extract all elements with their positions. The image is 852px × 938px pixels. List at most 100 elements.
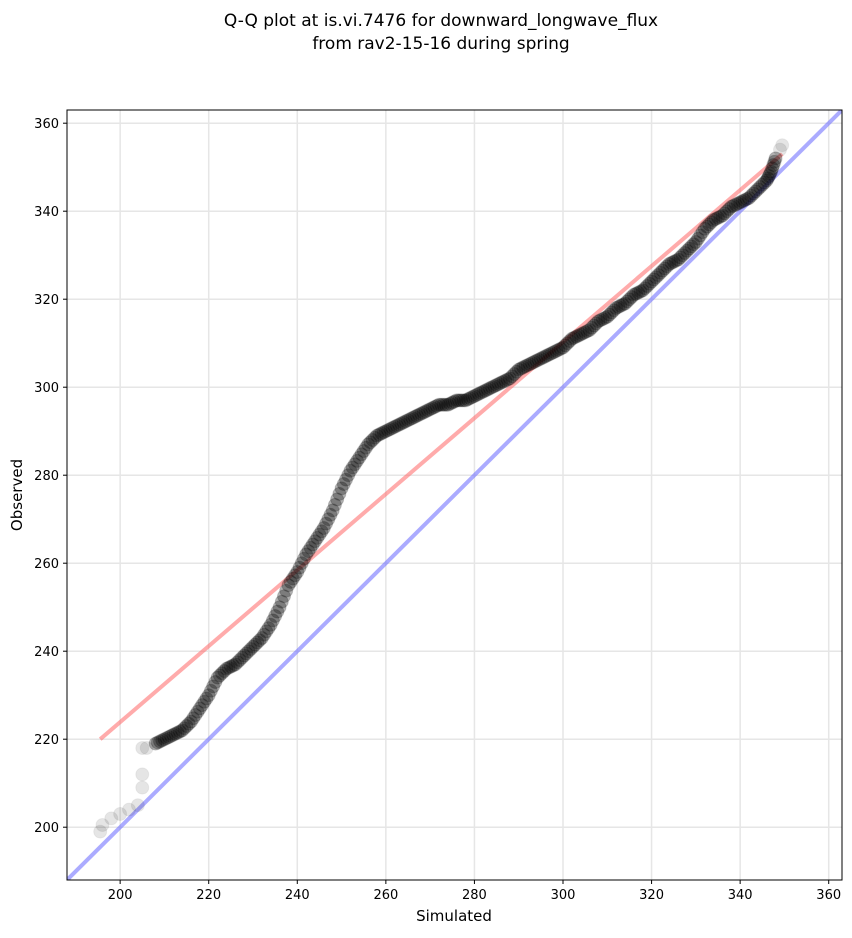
data-point xyxy=(753,180,768,194)
data-point xyxy=(635,283,650,298)
data-point xyxy=(715,208,730,223)
data-point xyxy=(735,194,750,209)
data-point xyxy=(325,503,340,518)
data-point xyxy=(438,397,453,412)
data-point xyxy=(175,723,190,738)
data-point xyxy=(301,544,316,559)
data-point xyxy=(520,358,535,373)
data-point xyxy=(737,193,752,208)
data-point xyxy=(536,350,551,365)
data-point xyxy=(215,666,229,681)
data-point xyxy=(553,341,568,356)
data-point xyxy=(385,420,400,435)
data-point xyxy=(181,716,196,731)
data-point xyxy=(339,472,353,487)
chart-title-line2: from rav2-15-16 during spring xyxy=(312,34,569,54)
data-point xyxy=(767,154,782,169)
data-point xyxy=(575,326,590,341)
data-point xyxy=(775,138,790,153)
data-point xyxy=(243,642,258,656)
data-point xyxy=(485,380,500,395)
data-point xyxy=(609,301,624,315)
data-point xyxy=(381,423,396,438)
data-point xyxy=(699,219,714,234)
data-point xyxy=(418,404,433,419)
data-point xyxy=(327,497,342,512)
data-point xyxy=(268,609,283,623)
data-point xyxy=(429,398,444,413)
data-point xyxy=(593,313,608,328)
data-point xyxy=(750,182,765,197)
data-point xyxy=(308,534,322,549)
data-point xyxy=(604,305,619,320)
data-point xyxy=(511,362,526,377)
data-point xyxy=(153,734,167,749)
data-point xyxy=(310,530,325,545)
data-point xyxy=(232,653,247,667)
data-point xyxy=(203,683,218,698)
data-point xyxy=(487,379,502,394)
data-point xyxy=(367,430,382,445)
data-point xyxy=(208,675,223,689)
data-point xyxy=(631,285,646,300)
data-point xyxy=(374,426,389,441)
y-axis-label: Observed xyxy=(8,459,26,531)
data-point xyxy=(423,402,438,417)
data-point xyxy=(155,733,170,748)
data-point xyxy=(518,359,533,374)
data-point xyxy=(542,347,557,362)
data-point xyxy=(547,345,562,359)
data-point xyxy=(496,374,511,389)
data-point xyxy=(711,210,725,225)
data-point xyxy=(671,252,686,267)
data-point xyxy=(122,802,136,817)
x-tick-label: 260 xyxy=(373,888,398,903)
data-point xyxy=(655,263,670,278)
y-tick-label: 200 xyxy=(34,821,59,836)
data-point xyxy=(303,540,318,555)
data-point xyxy=(702,217,717,232)
data-point xyxy=(148,736,163,751)
data-point xyxy=(443,396,458,411)
data-point xyxy=(323,507,338,522)
data-point xyxy=(290,565,305,579)
data-point xyxy=(389,418,404,433)
data-point xyxy=(361,437,376,452)
data-point xyxy=(281,578,296,593)
data-point xyxy=(179,719,194,733)
data-point xyxy=(773,142,787,157)
data-point xyxy=(150,735,165,750)
y-tick-label: 280 xyxy=(34,469,59,484)
data-point xyxy=(347,457,362,472)
data-point xyxy=(755,177,770,192)
data-point xyxy=(704,215,719,230)
grid-lines xyxy=(67,110,842,880)
data-point xyxy=(312,527,327,542)
data-point xyxy=(469,387,484,402)
data-point xyxy=(682,241,697,256)
data-point xyxy=(396,415,411,430)
data-point xyxy=(761,169,776,183)
data-point xyxy=(135,767,150,782)
data-point xyxy=(611,299,626,314)
data-point xyxy=(95,818,110,832)
data-point xyxy=(525,356,539,370)
data-point xyxy=(489,378,504,392)
data-point xyxy=(742,191,756,205)
data-point xyxy=(494,375,508,390)
data-point xyxy=(188,708,203,722)
data-point xyxy=(509,364,524,379)
data-point xyxy=(744,188,759,203)
data-point xyxy=(748,184,763,199)
x-tick-label: 340 xyxy=(728,888,753,903)
y-tick-label: 300 xyxy=(34,381,59,396)
data-point xyxy=(463,391,477,406)
data-point xyxy=(230,655,245,670)
data-point xyxy=(416,405,431,420)
data-point xyxy=(199,691,214,706)
data-point xyxy=(649,270,663,285)
data-point xyxy=(467,389,482,403)
data-point xyxy=(668,253,683,268)
data-point xyxy=(695,225,710,240)
data-point xyxy=(642,276,657,291)
